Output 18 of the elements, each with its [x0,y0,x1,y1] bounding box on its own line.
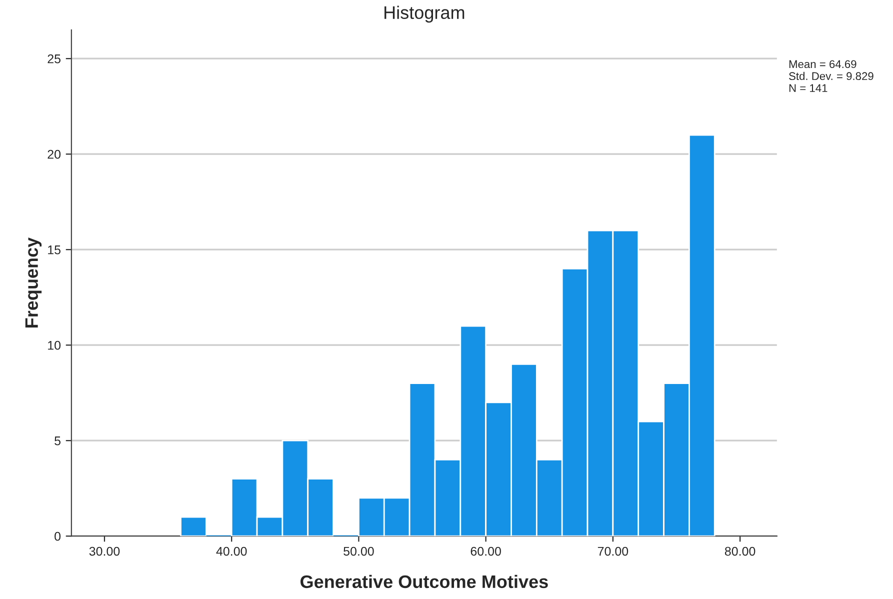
y-tick-label: 10 [48,340,61,350]
x-tick-label: 70.00 [598,546,628,556]
chart-title: Histogram [384,6,464,23]
y-tick-label: 15 [48,246,60,254]
text: N = 141 [789,84,828,92]
y-tick-label: 5 [54,436,60,446]
x-tick-label: 50.00 [344,546,374,556]
y-tick-label: 20 [48,150,61,159]
x-tick-label: 30.00 [89,546,120,556]
x-tick-label: 40.00 [216,546,247,556]
y-axis-title: Frequency [25,237,42,328]
x-axis-title: Generative Outcome Motives [300,574,548,588]
x-tick-label: 80.00 [724,546,756,556]
text: Mean = 64.69 [789,60,856,68]
y-tick-label: 0 [54,532,61,541]
text: Std. Dev. = 9.829 [789,72,874,80]
y-tick-label: 25 [48,54,60,64]
x-tick-label: 60.00 [470,546,501,556]
